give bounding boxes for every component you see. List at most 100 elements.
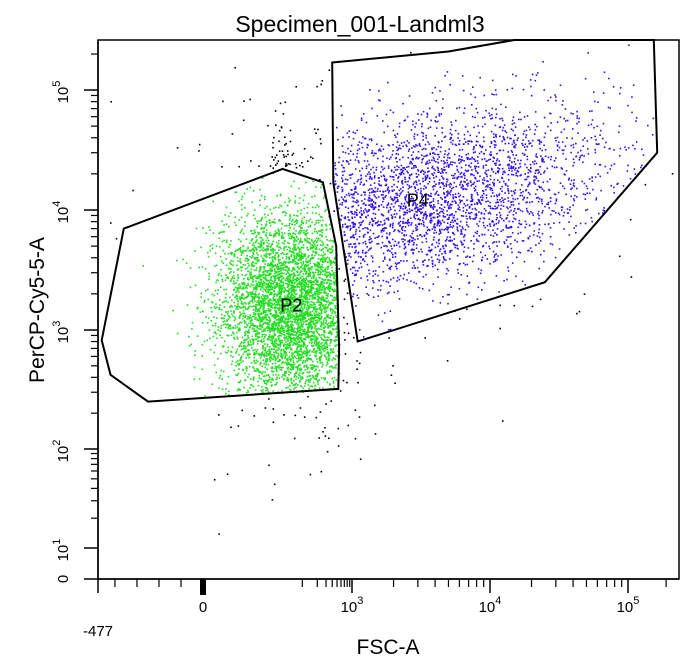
- event-dot-p4: [541, 212, 543, 214]
- event-dot-p2: [224, 214, 226, 216]
- event-dot-p2: [232, 274, 235, 277]
- event-dot-p2: [289, 359, 292, 361]
- event-dot-p2: [233, 253, 235, 255]
- event-dot-p2: [264, 343, 266, 345]
- event-dot-p2: [317, 301, 320, 303]
- event-dot-p2: [279, 352, 282, 355]
- event-dot-p2: [281, 290, 283, 293]
- event-dot-p2: [309, 224, 312, 227]
- event-dot-p2: [282, 282, 285, 285]
- event-dot-p2: [245, 330, 247, 333]
- event-dot-p2: [292, 298, 294, 301]
- event-dot-p2: [231, 276, 234, 278]
- event-dot-p4: [553, 166, 556, 169]
- event-dot-p2: [316, 374, 319, 377]
- event-dot-p2: [231, 331, 234, 334]
- event-dot-p2: [290, 251, 293, 253]
- event-dot-p2: [253, 369, 256, 372]
- event-dot-p2: [280, 292, 283, 294]
- event-dot-p2: [261, 238, 264, 241]
- event-dot-p2: [329, 321, 332, 323]
- event-dot-p2: [282, 361, 285, 364]
- event-dot-p2: [271, 327, 274, 330]
- event-dot-p2: [302, 361, 304, 363]
- event-dot-p2: [288, 261, 291, 263]
- event-dot-p2: [304, 253, 307, 255]
- event-dot-p2: [252, 280, 254, 283]
- event-dot-p2: [303, 351, 305, 353]
- event-dot-p2: [309, 259, 311, 261]
- event-dot-p2: [217, 289, 219, 291]
- event-dot-p2: [289, 344, 292, 346]
- event-dot-p2: [317, 293, 319, 296]
- event-dot-p4: [470, 158, 472, 160]
- event-dot-p2: [246, 349, 249, 352]
- event-dot-p2: [271, 256, 274, 258]
- event-dot-p2: [310, 323, 312, 326]
- event-dot-p2: [241, 294, 243, 296]
- event-dot-p2: [289, 232, 291, 235]
- event-dot-p2: [312, 241, 315, 244]
- event-dot-p2: [235, 224, 237, 226]
- event-dot-p2: [318, 293, 321, 295]
- event-dot-p2: [240, 355, 243, 358]
- event-dot-p2: [298, 345, 301, 348]
- event-dot-p2: [302, 303, 304, 305]
- event-dot-p2: [254, 335, 257, 337]
- event-dot-p2: [278, 262, 281, 264]
- event-dot-p2: [290, 287, 292, 290]
- event-dot-p2: [292, 329, 295, 331]
- event-dot-p2: [260, 283, 262, 286]
- event-dot-p2: [254, 389, 257, 391]
- event-dot-p2: [274, 316, 277, 319]
- event-dot-p2: [319, 285, 322, 288]
- event-dot-p2: [260, 227, 263, 229]
- event-dot-p2: [323, 279, 325, 281]
- event-dot-p2: [260, 237, 263, 239]
- event-dot-p2: [301, 298, 303, 301]
- event-dot-p2: [269, 320, 271, 323]
- event-dot-p2: [215, 264, 218, 267]
- event-dot-p2: [271, 242, 273, 245]
- event-dot-p2: [294, 263, 296, 265]
- event-dot-p2: [307, 283, 310, 286]
- event-dot-p2: [306, 246, 308, 249]
- event-dot-p4: [570, 195, 572, 198]
- event-dot-p4: [436, 258, 439, 261]
- event-dot-p2: [314, 297, 316, 300]
- event-dot-p2: [264, 349, 267, 352]
- event-dot-p2: [306, 371, 308, 374]
- event-dot-p4: [586, 208, 589, 211]
- event-dot-p2: [287, 321, 290, 323]
- event-dot-p2: [241, 252, 244, 254]
- event-dot-p2: [252, 232, 255, 235]
- event-dot-p2: [285, 297, 287, 300]
- event-dot-p2: [301, 324, 304, 326]
- event-dot-p2: [313, 302, 315, 304]
- event-dot-p2: [309, 271, 311, 273]
- event-dot-p2: [243, 322, 246, 324]
- event-dot-p2: [268, 299, 271, 301]
- event-dot-p2: [305, 352, 307, 355]
- event-dot-p2: [304, 273, 307, 275]
- event-dot-p2: [207, 298, 209, 301]
- event-dot-p2: [274, 323, 277, 326]
- event-dot-p2: [334, 340, 336, 343]
- event-dot-p2: [283, 333, 285, 336]
- event-dot-p2: [312, 251, 315, 253]
- event-dot-p2: [278, 260, 280, 263]
- event-dot-p2: [262, 250, 265, 252]
- event-dot-p2: [247, 284, 250, 287]
- event-dot-p2: [201, 322, 204, 324]
- event-dot-p2: [235, 350, 238, 353]
- event-dot-p4: [450, 121, 452, 123]
- event-dot-p2: [272, 315, 274, 317]
- event-dot-p2: [332, 318, 334, 320]
- event-dot-p2: [263, 226, 266, 229]
- event-dot-p2: [304, 316, 307, 319]
- event-dot-p2: [230, 240, 232, 242]
- event-dot-p2: [277, 365, 279, 368]
- event-dot-p2: [269, 334, 271, 336]
- event-dot-p2: [287, 307, 289, 309]
- event-dot-p2: [227, 318, 230, 321]
